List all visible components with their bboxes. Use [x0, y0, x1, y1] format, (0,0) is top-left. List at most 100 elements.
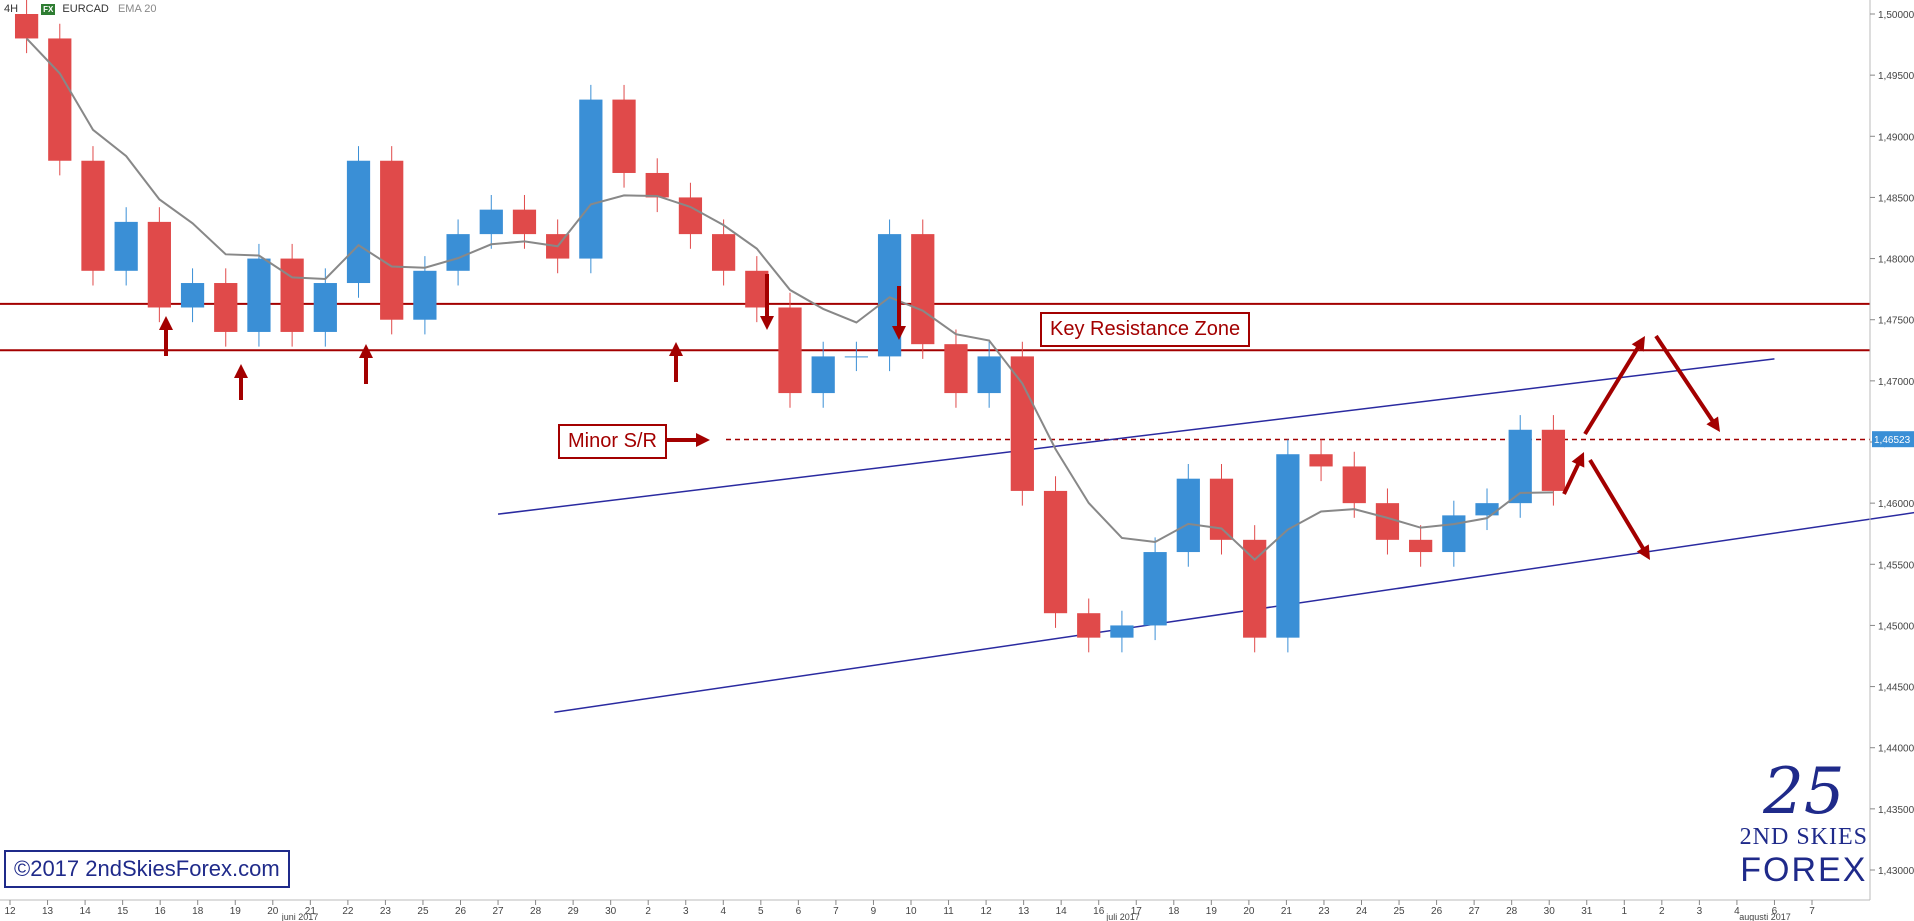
x-tick-label: 12 [981, 906, 993, 917]
support-up-arrow-head [669, 342, 683, 356]
candle-body [380, 160, 404, 320]
candle-body [1176, 478, 1200, 553]
ema-20-line [25, 37, 1554, 562]
candle-body [247, 258, 271, 332]
copyright-box: ©2017 2ndSkiesForex.com [4, 850, 290, 888]
candle-body [778, 307, 802, 394]
brand-logo: 25 2ND SKIES FOREX [1740, 760, 1868, 890]
candle-body [1375, 503, 1400, 540]
candle-body [612, 99, 636, 173]
candle-body [678, 197, 703, 235]
x-tick-label: 31 [1581, 906, 1593, 917]
month-label: augusti 2017 [1739, 912, 1791, 921]
price-marker-box [1872, 431, 1914, 448]
x-tick-label: 20 [1243, 906, 1255, 917]
candle-body [1143, 552, 1167, 626]
candle-body [280, 258, 304, 332]
candle-body [579, 99, 603, 259]
candle-body [180, 283, 205, 308]
y-tick-label: 1,43000 [1878, 866, 1914, 877]
price-marker-label: 1,46523 [1874, 435, 1911, 446]
y-tick-label: 1,48000 [1878, 255, 1914, 266]
x-tick-label: 7 [1809, 906, 1815, 917]
candle-body [14, 14, 39, 39]
resistance-down-arrow-head [760, 316, 774, 330]
candle-body [1243, 539, 1267, 638]
x-tick-label: 21 [305, 906, 317, 917]
x-tick-label: 26 [455, 906, 467, 917]
x-tick-label: 25 [417, 906, 429, 917]
ema-line [25, 37, 1554, 562]
candle-body [712, 234, 736, 271]
candle-body [346, 160, 371, 284]
candle-body [446, 234, 470, 271]
x-tick-label: 30 [1544, 906, 1556, 917]
y-tick-label: 1,45000 [1878, 621, 1914, 632]
breakdown-arrow-head [1636, 544, 1650, 560]
bounce-arrow [1562, 458, 1583, 495]
y-tick-label: 1,45500 [1878, 560, 1914, 571]
x-tick-label: 4 [1734, 906, 1740, 917]
logo-line1: 2ND SKIES [1739, 824, 1868, 850]
x-tick-label: 3 [1697, 906, 1703, 917]
support-up-arrow-head [234, 364, 248, 378]
y-tick-label: 1,48500 [1878, 193, 1914, 204]
x-tick-label: 18 [1168, 906, 1180, 917]
logo-line2: FOREX [1740, 851, 1868, 889]
x-tick-label: 23 [380, 906, 392, 917]
candle-body [313, 283, 337, 332]
x-tick-label: 25 [1393, 906, 1405, 917]
x-tick-label: 30 [605, 906, 617, 917]
y-tick-label: 1,44500 [1878, 683, 1914, 694]
candle-body [512, 209, 537, 235]
candle-body [944, 344, 968, 394]
channel-upper [497, 358, 1775, 515]
x-tick-label: 7 [833, 906, 839, 917]
x-tick-label: 18 [192, 906, 204, 917]
logo-number: 25 [1763, 755, 1845, 829]
bounce-arrow-head [1571, 452, 1585, 468]
x-tick-label: 26 [1431, 906, 1443, 917]
scenario-down-arrow-head [1706, 416, 1720, 432]
x-tick-label: 11 [943, 906, 954, 917]
annotation-arrows [159, 274, 1720, 560]
candle-body [645, 172, 669, 198]
candle-body [1276, 454, 1300, 638]
x-tick-label: 20 [267, 906, 279, 917]
minor-sr-label: Minor S/R [558, 424, 667, 459]
candle-body [911, 234, 935, 345]
candle-body [1043, 490, 1068, 614]
y-tick-label: 1,44000 [1878, 744, 1914, 755]
interval-label: 4H [4, 3, 19, 15]
x-tick-label: 23 [1318, 906, 1330, 917]
scenario-up-arrow-head [1631, 336, 1645, 352]
candles [14, 0, 1566, 653]
x-tick-label: 3 [683, 906, 689, 917]
y-tick-label: 1,43500 [1878, 805, 1914, 816]
x-tick-label: 22 [342, 906, 354, 917]
x-tick-label: 15 [117, 906, 129, 917]
y-axis: 1,50000 1,49500 1,49000 1,48500 1,48000 1,475… [1869, 0, 1914, 900]
candle-body [1110, 625, 1134, 638]
x-tick-label: 29 [568, 906, 580, 917]
candle-body [1541, 429, 1566, 491]
y-tick-label: 1,49000 [1878, 132, 1914, 143]
candle-body [977, 356, 1001, 394]
candle-body [147, 221, 171, 308]
x-tick-label: 27 [492, 906, 504, 917]
scenario-up-arrow [1583, 342, 1643, 436]
x-tick-label: 27 [1469, 906, 1481, 917]
candle-body [1475, 503, 1499, 516]
fx-badge: FX [41, 4, 56, 15]
x-tick-label: 19 [1206, 906, 1218, 917]
candle-body [1209, 478, 1234, 540]
y-tick-label: 1,49500 [1878, 71, 1914, 82]
candle-body [48, 38, 72, 161]
x-tick-label: 17 [1131, 906, 1143, 917]
x-tick-label: 12 [4, 906, 16, 917]
y-tick-label: 1,47500 [1878, 316, 1914, 327]
channel-lower [554, 511, 1914, 713]
month-label: juni 2017 [281, 912, 319, 921]
x-tick-label: 14 [1056, 906, 1068, 917]
